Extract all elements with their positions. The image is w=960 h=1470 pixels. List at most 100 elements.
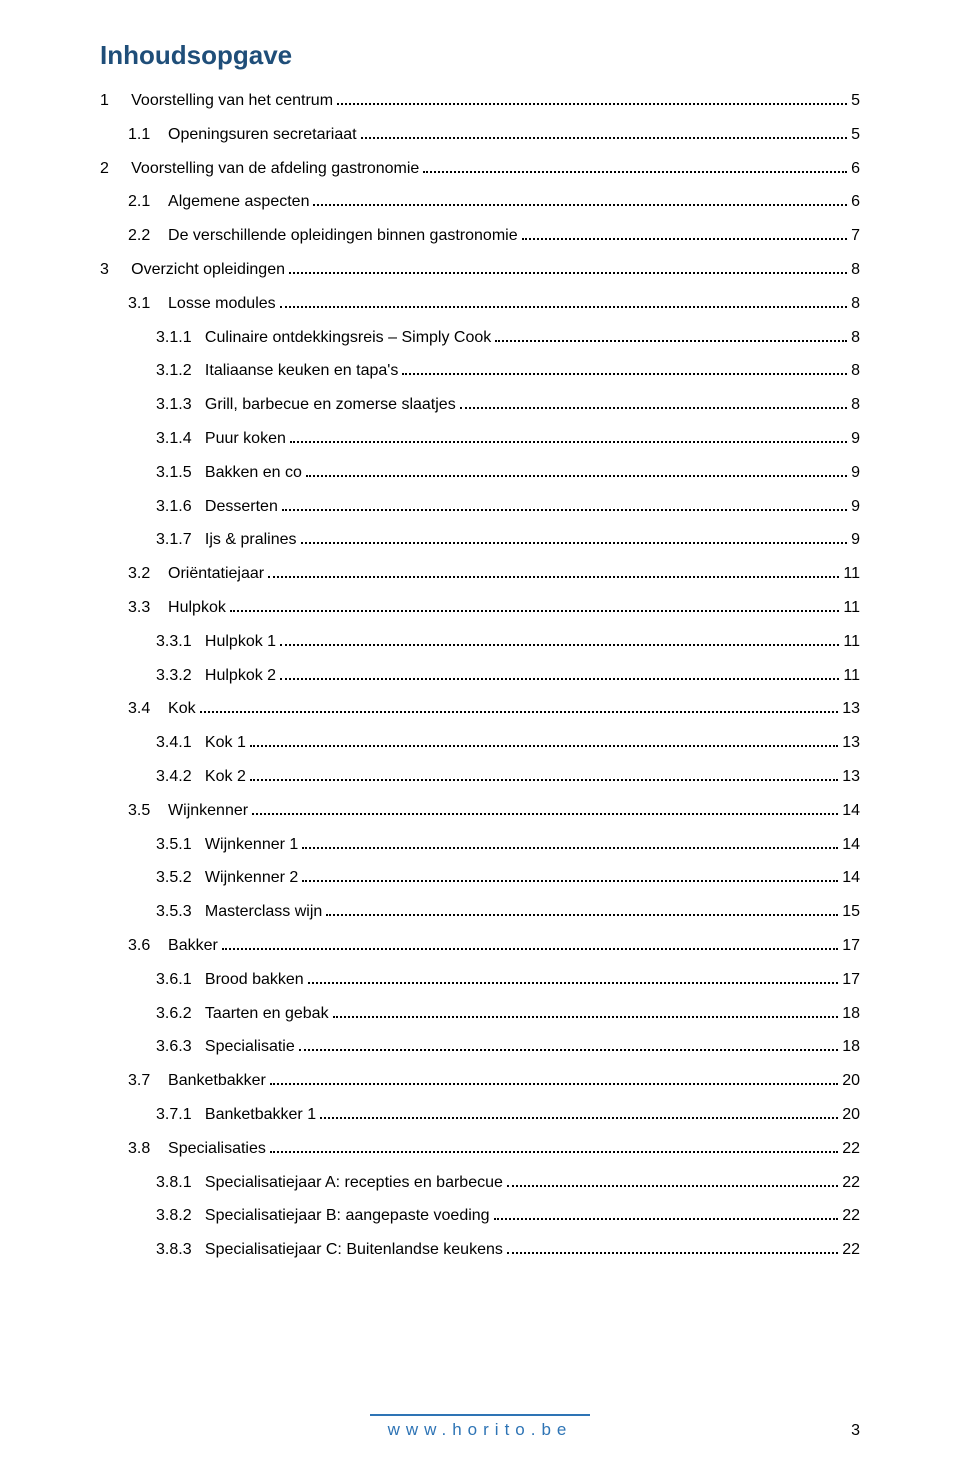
toc-entry-number: 2.2 bbox=[128, 224, 168, 249]
toc-entry-number: 2.1 bbox=[128, 190, 168, 215]
toc-entry[interactable]: 3.3.1 Hulpkok 1 11 bbox=[100, 630, 860, 655]
toc-entry[interactable]: 3.6.3 Specialisatie 18 bbox=[100, 1035, 860, 1060]
toc-leader-dots bbox=[290, 441, 847, 443]
toc-entry[interactable]: 3.6 Bakker 17 bbox=[100, 934, 860, 959]
toc-entry[interactable]: 3.1.1 Culinaire ontdekkingsreis – Simply… bbox=[100, 326, 860, 351]
toc-entry-number: 3.4 bbox=[128, 697, 168, 722]
toc-leader-dots bbox=[507, 1252, 838, 1254]
toc-entry[interactable]: 1 Voorstelling van het centrum 5 bbox=[100, 89, 860, 114]
toc-entry[interactable]: 3.4.2 Kok 2 13 bbox=[100, 765, 860, 790]
footer-url: www.horito.be bbox=[0, 1420, 960, 1440]
toc-entry[interactable]: 3.1.6 Desserten 9 bbox=[100, 495, 860, 520]
toc-leader-dots bbox=[270, 1151, 838, 1153]
toc-entry-number: 3.4.1 bbox=[156, 731, 205, 756]
toc-leader-dots bbox=[333, 1016, 839, 1018]
toc-entry-number: 3.1.6 bbox=[156, 495, 205, 520]
toc-entry-page: 22 bbox=[842, 1238, 860, 1263]
toc-leader-dots bbox=[522, 238, 848, 240]
toc-entry-page: 8 bbox=[851, 359, 860, 384]
toc-entry[interactable]: 3.5.3 Masterclass wijn 15 bbox=[100, 900, 860, 925]
toc-entry-page: 5 bbox=[851, 123, 860, 148]
toc-entry-text: Specialisatiejaar B: aangepaste voeding bbox=[205, 1204, 490, 1229]
toc-entry-page: 8 bbox=[851, 393, 860, 418]
toc-leader-dots bbox=[252, 813, 838, 815]
toc-entry-number: 3.1.2 bbox=[156, 359, 205, 384]
toc-entry-number: 3.6.1 bbox=[156, 968, 205, 993]
toc-entry-number: 3.3.1 bbox=[156, 630, 205, 655]
toc-entry-text: Specialisaties bbox=[168, 1137, 266, 1162]
toc-entry-page: 13 bbox=[842, 697, 860, 722]
toc-entry-page: 11 bbox=[843, 664, 860, 689]
toc-entry-number: 3.3 bbox=[128, 596, 168, 621]
toc-entry[interactable]: 3 Overzicht opleidingen 8 bbox=[100, 258, 860, 283]
toc-entry[interactable]: 2.1 Algemene aspecten 6 bbox=[100, 190, 860, 215]
toc-entry[interactable]: 3.8 Specialisaties 22 bbox=[100, 1137, 860, 1162]
toc-entry-text: Overzicht opleidingen bbox=[131, 258, 285, 283]
toc-entry[interactable]: 3.3.2 Hulpkok 2 11 bbox=[100, 664, 860, 689]
toc-leader-dots bbox=[282, 509, 847, 511]
toc-entry-text: Banketbakker bbox=[168, 1069, 266, 1094]
toc-entry-text: Oriëntatiejaar bbox=[168, 562, 264, 587]
toc-entry-number: 2 bbox=[100, 157, 131, 182]
toc-entry[interactable]: 3.5.2 Wijnkenner 2 14 bbox=[100, 866, 860, 891]
toc-entry[interactable]: 3.8.2 Specialisatiejaar B: aangepaste vo… bbox=[100, 1204, 860, 1229]
toc-entry-text: Taarten en gebak bbox=[205, 1002, 329, 1027]
toc-entry-number: 1 bbox=[100, 89, 131, 114]
toc-entry[interactable]: 3.5 Wijnkenner 14 bbox=[100, 799, 860, 824]
toc-entry[interactable]: 3.1 Losse modules 8 bbox=[100, 292, 860, 317]
toc-entry-page: 9 bbox=[851, 427, 860, 452]
toc-entry-page: 6 bbox=[851, 190, 860, 215]
toc-entry-page: 6 bbox=[851, 157, 860, 182]
toc-entry[interactable]: 3.1.2 Italiaanse keuken en tapa's 8 bbox=[100, 359, 860, 384]
toc-entry-page: 14 bbox=[842, 799, 860, 824]
toc-leader-dots bbox=[423, 171, 847, 173]
toc-entry[interactable]: 1.1 Openingsuren secretariaat 5 bbox=[100, 123, 860, 148]
toc-leader-dots bbox=[270, 1083, 838, 1085]
toc-entry[interactable]: 2.2 De verschillende opleidingen binnen … bbox=[100, 224, 860, 249]
toc-entry[interactable]: 3.3 Hulpkok 11 bbox=[100, 596, 860, 621]
toc-entry-text: Kok 1 bbox=[205, 731, 246, 756]
toc-leader-dots bbox=[308, 982, 839, 984]
toc-leader-dots bbox=[280, 678, 839, 680]
toc-entry[interactable]: 3.5.1 Wijnkenner 1 14 bbox=[100, 833, 860, 858]
toc-entry-text: Brood bakken bbox=[205, 968, 304, 993]
toc-entry[interactable]: 3.7 Banketbakker 20 bbox=[100, 1069, 860, 1094]
toc-entry-page: 11 bbox=[843, 562, 860, 587]
toc-entry[interactable]: 3.6.1 Brood bakken 17 bbox=[100, 968, 860, 993]
toc-leader-dots bbox=[230, 610, 840, 612]
toc-entry[interactable]: 3.1.3 Grill, barbecue en zomerse slaatje… bbox=[100, 393, 860, 418]
toc-entry-page: 9 bbox=[851, 495, 860, 520]
toc-leader-dots bbox=[299, 1049, 838, 1051]
toc-entry[interactable]: 3.2 Oriëntatiejaar 11 bbox=[100, 562, 860, 587]
toc-entry[interactable]: 3.1.4 Puur koken 9 bbox=[100, 427, 860, 452]
table-of-contents: 1 Voorstelling van het centrum 5 1.1 Open… bbox=[100, 89, 860, 1263]
toc-leader-dots bbox=[494, 1218, 839, 1220]
toc-entry-text: Losse modules bbox=[168, 292, 276, 317]
toc-entry-number: 3.5.2 bbox=[156, 866, 205, 891]
toc-entry-page: 8 bbox=[851, 292, 860, 317]
toc-entry[interactable]: 3.4 Kok 13 bbox=[100, 697, 860, 722]
toc-leader-dots bbox=[280, 306, 847, 308]
toc-entry[interactable]: 3.4.1 Kok 1 13 bbox=[100, 731, 860, 756]
toc-entry-text: Banketbakker 1 bbox=[205, 1103, 316, 1128]
toc-entry[interactable]: 3.8.1 Specialisatiejaar A: recepties en … bbox=[100, 1171, 860, 1196]
footer-divider bbox=[370, 1414, 590, 1416]
toc-entry[interactable]: 3.8.3 Specialisatiejaar C: Buitenlandse … bbox=[100, 1238, 860, 1263]
toc-entry-text: Specialisatiejaar C: Buitenlandse keuken… bbox=[205, 1238, 503, 1263]
toc-entry-page: 22 bbox=[842, 1204, 860, 1229]
toc-entry[interactable]: 3.7.1 Banketbakker 1 20 bbox=[100, 1103, 860, 1128]
toc-entry-text: Wijnkenner 1 bbox=[205, 833, 298, 858]
toc-entry-page: 17 bbox=[842, 968, 860, 993]
toc-entry[interactable]: 3.1.7 Ijs & pralines 9 bbox=[100, 528, 860, 553]
toc-entry-page: 17 bbox=[842, 934, 860, 959]
toc-entry[interactable]: 2 Voorstelling van de afdeling gastronom… bbox=[100, 157, 860, 182]
toc-entry-page: 7 bbox=[851, 224, 860, 249]
toc-entry-text: Kok bbox=[168, 697, 196, 722]
toc-leader-dots bbox=[250, 745, 838, 747]
toc-entry-number: 3.1.3 bbox=[156, 393, 205, 418]
toc-entry-number: 3.6 bbox=[128, 934, 168, 959]
toc-leader-dots bbox=[326, 914, 838, 916]
toc-entry[interactable]: 3.6.2 Taarten en gebak 18 bbox=[100, 1002, 860, 1027]
toc-entry-text: Desserten bbox=[205, 495, 278, 520]
toc-entry[interactable]: 3.1.5 Bakken en co 9 bbox=[100, 461, 860, 486]
